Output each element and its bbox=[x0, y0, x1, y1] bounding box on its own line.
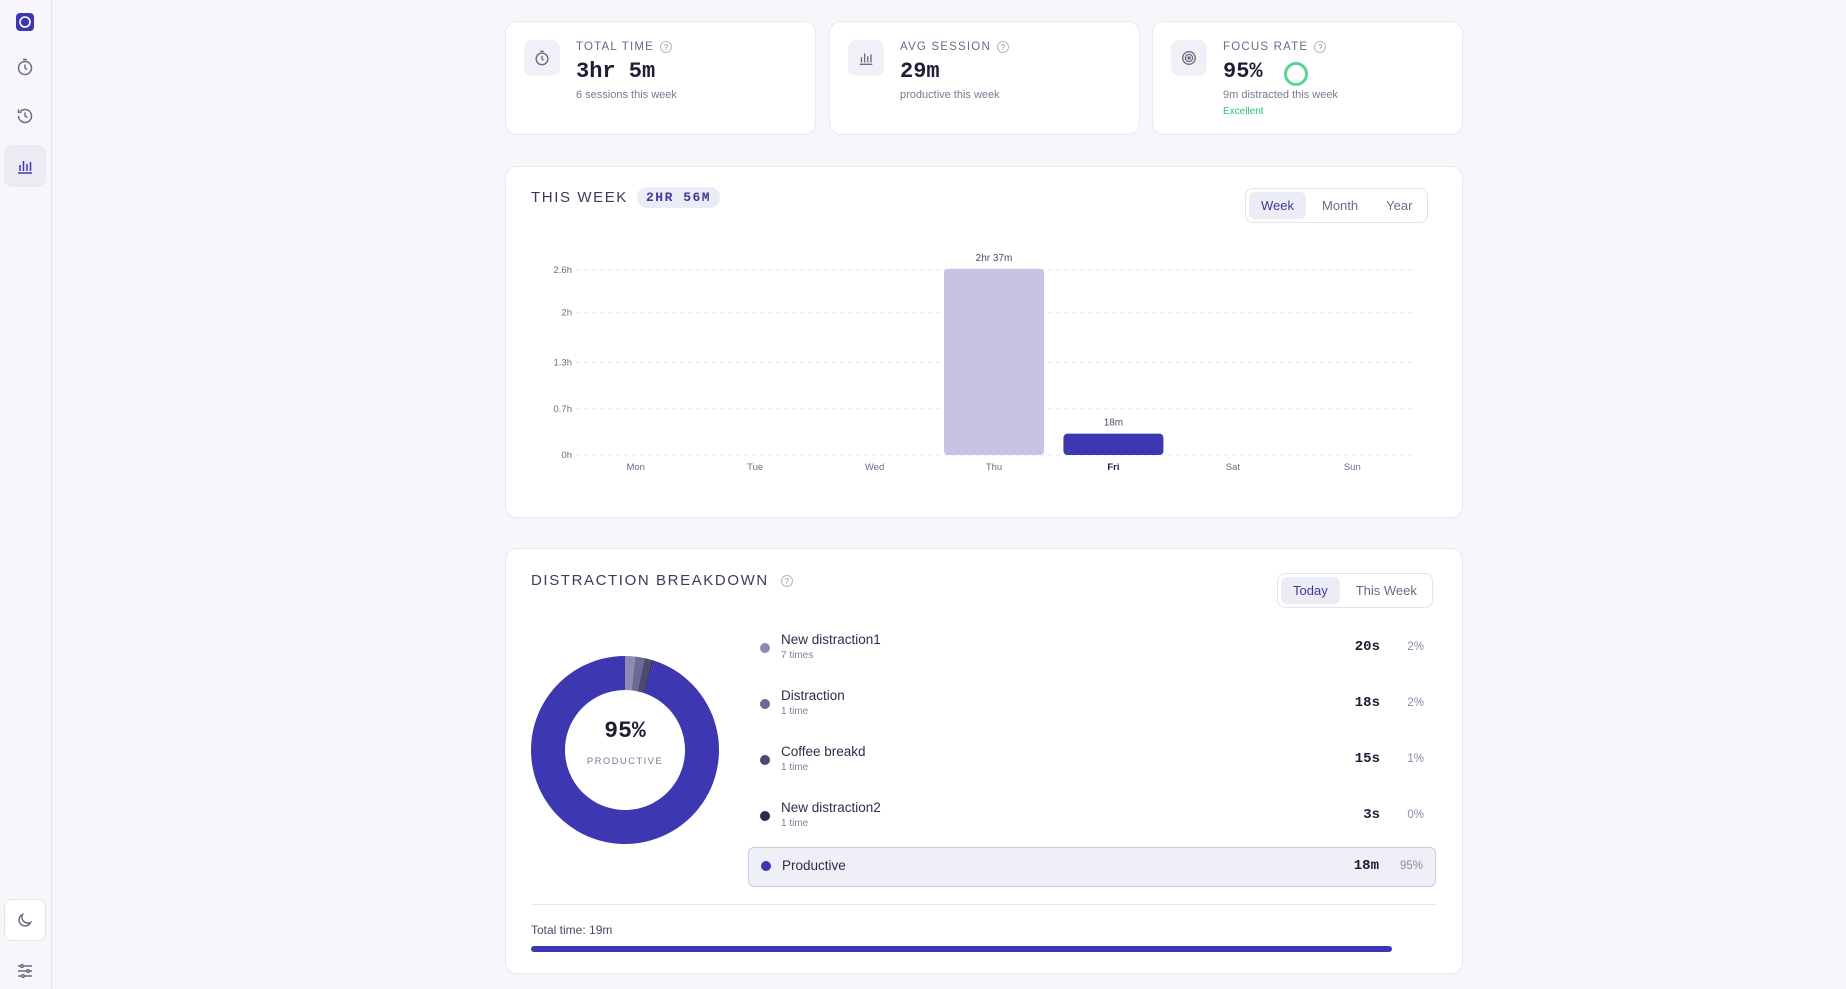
stopwatch-icon bbox=[17, 58, 33, 76]
section-title: Distraction breakdown? bbox=[531, 572, 793, 589]
stat-card-avg-session: Avg session? 29m productive this week bbox=[829, 21, 1140, 135]
distraction-row[interactable]: New distraction2 1 time 3s 0% bbox=[748, 794, 1436, 834]
stat-icon-wrapper bbox=[524, 40, 560, 76]
tab-month[interactable]: Month bbox=[1322, 198, 1359, 213]
distraction-range-tabs: Today This Week bbox=[1277, 573, 1433, 608]
help-icon[interactable]: ? bbox=[780, 575, 793, 588]
section-title: This week bbox=[531, 189, 628, 206]
productivity-donut bbox=[531, 656, 719, 844]
donut-segment[interactable] bbox=[631, 656, 645, 692]
item-count: 1 time bbox=[781, 706, 809, 717]
item-count: 1 time bbox=[781, 818, 809, 829]
item-time: 18m bbox=[1353, 858, 1379, 874]
bar-chart-icon bbox=[859, 53, 873, 65]
donut-segment[interactable] bbox=[531, 656, 719, 844]
item-time: 18s bbox=[1354, 695, 1380, 711]
sliders-icon bbox=[18, 963, 32, 979]
legend-dot bbox=[760, 699, 770, 709]
sidebar bbox=[0, 0, 52, 989]
period-tabs: Week Month Year bbox=[1245, 188, 1429, 223]
item-percent: 0% bbox=[1407, 809, 1424, 821]
total-time-bar bbox=[531, 946, 1392, 952]
stat-label: Total time? bbox=[576, 41, 673, 53]
stat-card-focus-rate: Focus rate? 95% 9m distracted this week … bbox=[1152, 21, 1463, 135]
stat-label: Avg session? bbox=[900, 41, 1009, 53]
legend-dot bbox=[760, 811, 770, 821]
item-percent: 2% bbox=[1407, 697, 1424, 709]
legend-dot bbox=[761, 861, 771, 871]
stat-card-total-time: Total time? 3hr 5m 6 sessions this week bbox=[505, 21, 816, 135]
donut-segment[interactable] bbox=[637, 658, 653, 693]
stat-icon-wrapper bbox=[848, 40, 884, 76]
status-badge: Excellent bbox=[1223, 106, 1264, 117]
stat-value: 95% bbox=[1223, 59, 1263, 84]
donut-segment[interactable] bbox=[625, 656, 636, 691]
stat-value: 3hr 5m bbox=[576, 59, 656, 84]
distraction-row[interactable]: New distraction1 7 times 20s 2% bbox=[748, 626, 1436, 666]
item-time: 20s bbox=[1354, 639, 1380, 655]
item-name: Productive bbox=[782, 858, 846, 873]
sidebar-item-timer[interactable] bbox=[4, 46, 46, 88]
distraction-card bbox=[505, 548, 1463, 974]
help-icon[interactable]: ? bbox=[660, 41, 673, 53]
item-name: Coffee breakd bbox=[781, 744, 866, 759]
productive-row[interactable]: Productive 18m 95% bbox=[748, 847, 1436, 887]
item-percent: 2% bbox=[1407, 641, 1424, 653]
bar-chart-icon bbox=[18, 161, 32, 174]
sidebar-item-stats[interactable] bbox=[4, 145, 46, 187]
history-icon bbox=[17, 108, 33, 124]
distraction-row[interactable]: Coffee breakd 1 time 15s 1% bbox=[748, 738, 1436, 778]
divider bbox=[531, 904, 1437, 905]
item-name: New distraction2 bbox=[781, 800, 881, 815]
tab-this-week[interactable]: This Week bbox=[1355, 583, 1417, 598]
tab-today[interactable]: Today bbox=[1281, 577, 1340, 604]
stat-label: Focus rate? bbox=[1223, 41, 1327, 53]
tab-year[interactable]: Year bbox=[1386, 198, 1413, 213]
total-time-label: Total time: 19m bbox=[531, 923, 613, 937]
item-time: 3s bbox=[1363, 807, 1380, 823]
legend-dot bbox=[760, 643, 770, 653]
item-time: 15s bbox=[1354, 751, 1380, 767]
target-icon bbox=[1182, 51, 1196, 65]
item-percent: 95% bbox=[1399, 860, 1423, 872]
item-count: 1 time bbox=[781, 762, 809, 773]
donut-segment[interactable] bbox=[642, 660, 654, 693]
sidebar-item-history[interactable] bbox=[4, 95, 46, 137]
logo-icon bbox=[16, 13, 34, 31]
item-count: 7 times bbox=[781, 650, 814, 661]
legend-dot bbox=[760, 755, 770, 765]
help-icon[interactable]: ? bbox=[996, 41, 1009, 53]
stopwatch-icon bbox=[535, 50, 549, 66]
app-logo[interactable] bbox=[4, 1, 46, 43]
week-total-badge: 2HR 56M bbox=[637, 187, 721, 208]
focus-ring-icon bbox=[1284, 62, 1308, 86]
tab-week[interactable]: Week bbox=[1249, 192, 1306, 219]
stat-icon-wrapper bbox=[1171, 40, 1207, 76]
stat-subtext: 9m distracted this week bbox=[1223, 89, 1338, 101]
theme-toggle-button[interactable] bbox=[4, 899, 46, 941]
settings-button[interactable] bbox=[4, 950, 46, 989]
stat-subtext: productive this week bbox=[900, 89, 1000, 101]
help-icon[interactable]: ? bbox=[1314, 41, 1327, 53]
stat-value: 29m bbox=[900, 59, 940, 84]
item-name: Distraction bbox=[781, 688, 845, 703]
moon-icon bbox=[18, 912, 33, 927]
stat-subtext: 6 sessions this week bbox=[576, 89, 677, 101]
item-name: New distraction1 bbox=[781, 632, 881, 647]
distraction-row[interactable]: Distraction 1 time 18s 2% bbox=[748, 682, 1436, 722]
donut-center-label: PRODUCTIVE bbox=[586, 756, 664, 767]
item-percent: 1% bbox=[1407, 753, 1424, 765]
donut-center-value: 95% bbox=[604, 718, 646, 744]
